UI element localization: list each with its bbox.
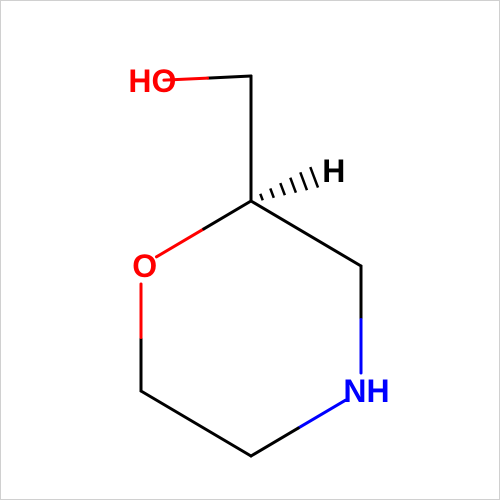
atom-label-O_ring: O	[132, 248, 157, 285]
molecule-canvas: O NH HO H	[0, 0, 500, 500]
molecule-svg	[1, 1, 500, 501]
atom-label-H_stereo: H	[322, 153, 345, 190]
atom-label-N4: NH	[343, 373, 389, 410]
atom-label-O_oh: HO	[128, 63, 176, 100]
